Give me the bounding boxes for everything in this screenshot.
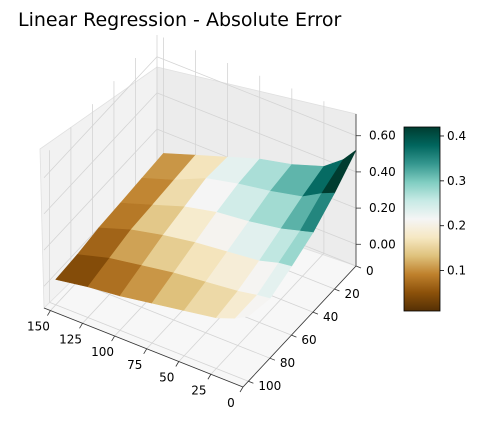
x-tick bbox=[208, 374, 211, 379]
x-tick-label: 75 bbox=[127, 358, 142, 372]
y-tick-label: 40 bbox=[323, 310, 338, 324]
z-tick-label: 0.60 bbox=[369, 129, 396, 143]
colorbar-tick-label: 0.2 bbox=[447, 219, 466, 233]
z-axis-ticks: 0.00 0.20 0.40 0.60 bbox=[356, 129, 396, 252]
y-tick bbox=[334, 289, 339, 291]
y-tick-label: 60 bbox=[301, 333, 316, 347]
z-tick-label: 0.20 bbox=[369, 201, 396, 215]
y-tick bbox=[248, 381, 253, 383]
chart-title: Linear Regression - Absolute Error bbox=[18, 9, 342, 31]
colorbar: 0.1 0.2 0.3 0.4 bbox=[404, 127, 466, 311]
y-tick bbox=[291, 335, 296, 337]
colorbar-tick-label: 0.1 bbox=[447, 264, 466, 278]
y-tick bbox=[356, 266, 361, 268]
x-tick bbox=[80, 323, 83, 328]
z-tick-label: 0.40 bbox=[369, 165, 396, 179]
x-tick-label: 125 bbox=[59, 332, 82, 346]
colorbar-ticks: 0.1 0.2 0.3 0.4 bbox=[440, 129, 466, 278]
x-tick bbox=[176, 362, 179, 367]
y-tick-label: 0 bbox=[366, 264, 374, 278]
x-tick bbox=[240, 387, 243, 392]
x-tick bbox=[144, 349, 147, 354]
y-tick-label: 100 bbox=[258, 379, 281, 393]
z-tick-label: 0.00 bbox=[369, 237, 396, 251]
x-tick bbox=[112, 336, 115, 341]
y-tick-label: 80 bbox=[280, 356, 295, 370]
y-tick bbox=[270, 358, 275, 360]
x-tick-label: 150 bbox=[27, 320, 50, 334]
x-tick-label: 0 bbox=[227, 396, 235, 410]
y-tick-label: 20 bbox=[344, 287, 359, 301]
x-tick-label: 50 bbox=[159, 371, 174, 385]
x-tick-label: 25 bbox=[191, 383, 206, 397]
colorbar-rect bbox=[404, 127, 440, 311]
x-tick bbox=[47, 311, 50, 316]
x-tick-label: 100 bbox=[91, 345, 114, 359]
colorbar-tick-label: 0.4 bbox=[447, 129, 466, 143]
colorbar-tick-label: 0.3 bbox=[447, 174, 466, 188]
y-tick bbox=[313, 312, 318, 314]
